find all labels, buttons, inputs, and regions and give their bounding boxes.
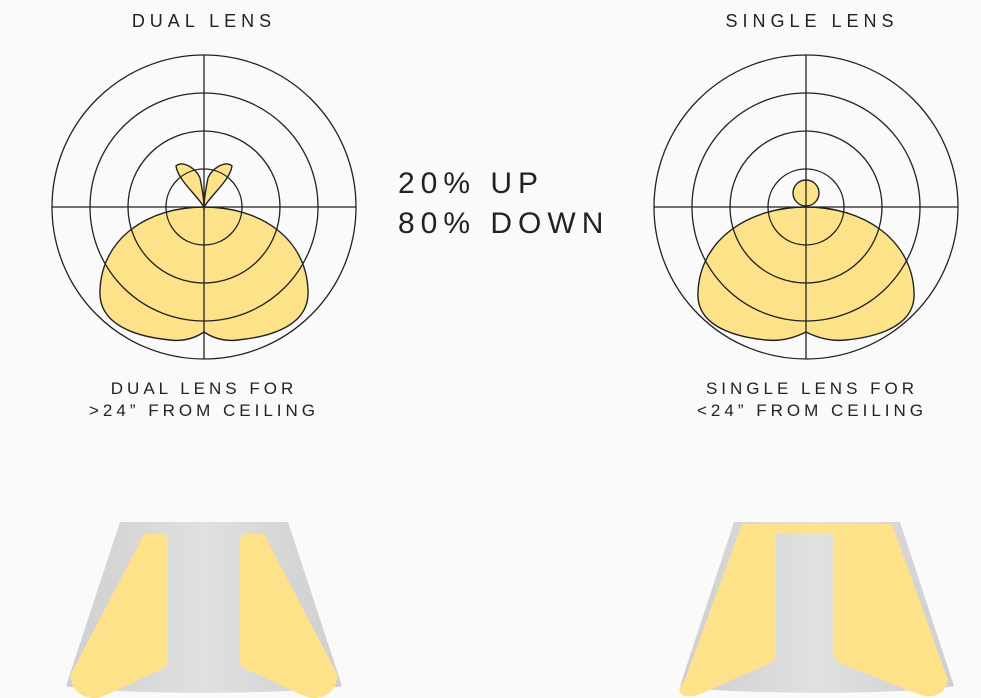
light-distribution-label: 20% UP 80% DOWN — [398, 164, 609, 244]
single-lens-caption-line1: SINGLE LENS FOR — [705, 379, 919, 398]
single-lens-grid — [653, 54, 959, 360]
single-lens-caption: SINGLE LENS FOR <24” FROM CEILING — [662, 378, 962, 422]
dual-lens-shade-illustration — [66, 522, 342, 698]
downlight-percentage: 80% DOWN — [398, 207, 610, 240]
single-lens-caption-line2: <24” FROM CEILING — [696, 401, 927, 420]
dual-lens-title: DUAL LENS — [131, 11, 277, 31]
dual-lens-caption-line2: >24” FROM CEILING — [88, 401, 319, 420]
dual-lens-lens-right — [240, 534, 338, 698]
dual-lens-caption-line1: DUAL LENS FOR — [110, 379, 298, 398]
dual-lens-lens-left — [70, 534, 168, 698]
single-lens-title: SINGLE LENS — [725, 11, 899, 31]
uplight-percentage: 20% UP — [398, 167, 545, 200]
single-lens-shade-illustration — [679, 522, 954, 697]
single-lens-lens — [679, 524, 948, 697]
dual-lens-polar-plot — [51, 54, 357, 360]
dual-lens-caption: DUAL LENS FOR >24” FROM CEILING — [54, 378, 354, 422]
single-lens-polar-plot — [653, 54, 959, 360]
dual-lens-up-lobe-left — [175, 163, 205, 210]
dual-lens-grid — [51, 54, 357, 360]
dual-lens-up-lobe-right — [203, 163, 233, 210]
